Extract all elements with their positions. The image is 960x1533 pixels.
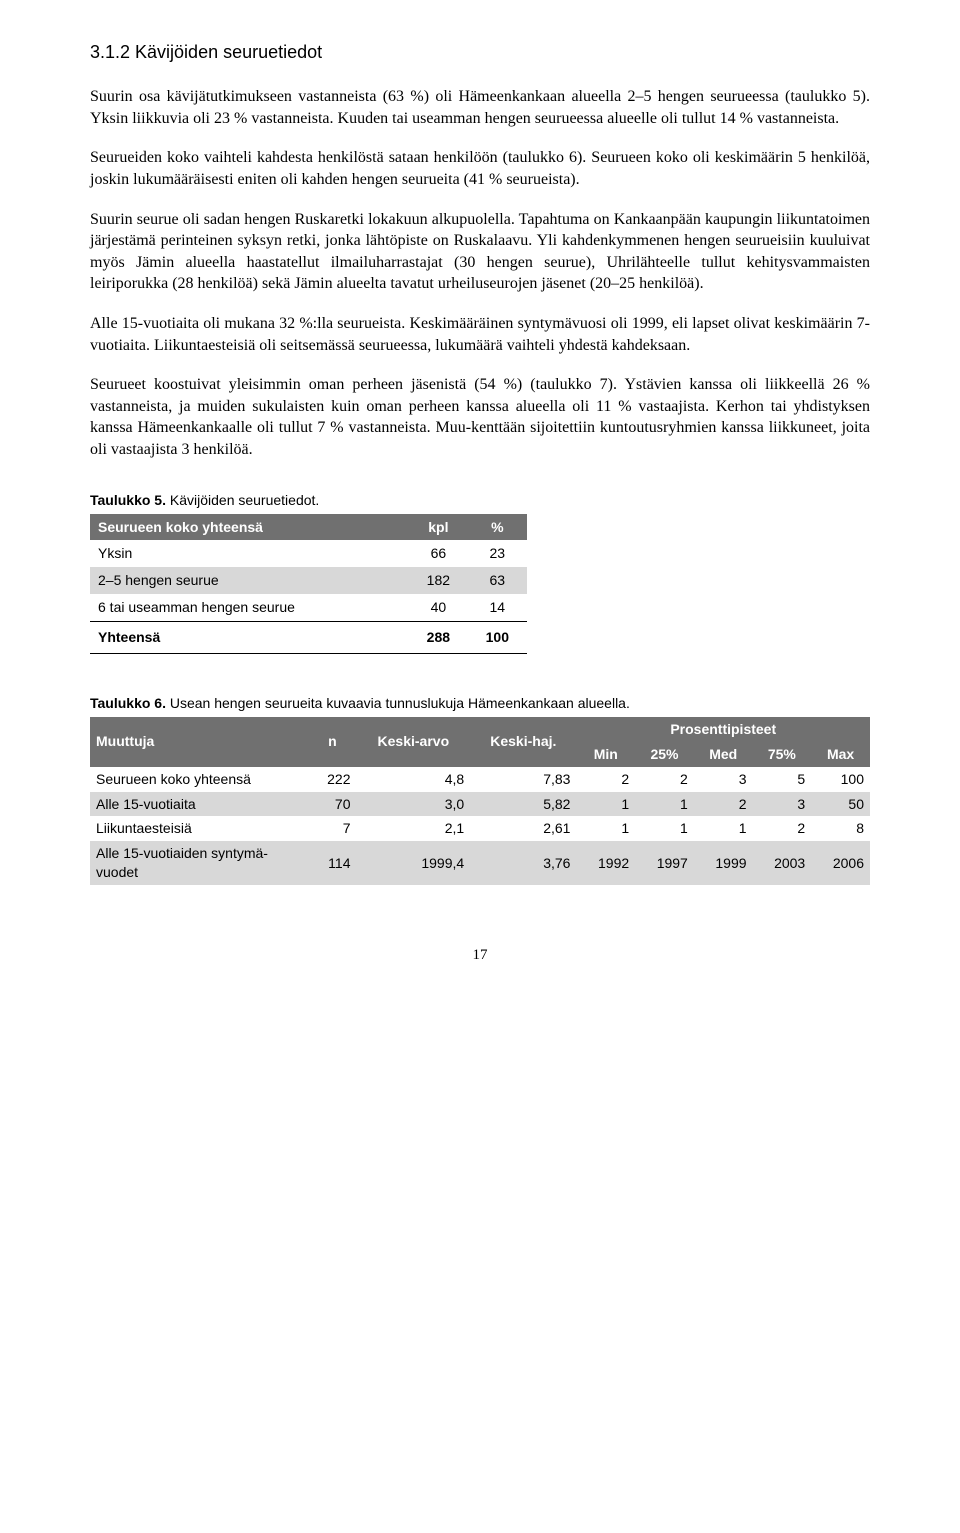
table-row: 2–5 hengen seurue 182 63: [90, 567, 527, 594]
th-75: 75%: [753, 742, 812, 767]
table-row: Seurueen koko yhteensä 222 4,8 7,83 2 2 …: [90, 767, 870, 792]
th-label: Seurueen koko yhteensä: [90, 514, 409, 541]
cell: 1: [694, 816, 753, 841]
body-paragraph: Alle 15-vuotiaita oli mukana 32 %:lla se…: [90, 313, 870, 356]
th-n: n: [308, 717, 356, 767]
cell: Alle 15-vuotiaita: [90, 792, 308, 817]
th-keskihaj: Keski-haj.: [470, 717, 576, 767]
cell: 5,82: [470, 792, 576, 817]
cell: 3,0: [356, 792, 470, 817]
table6-caption: Taulukko 6. Usean hengen seurueita kuvaa…: [90, 694, 870, 713]
cell: 66: [409, 540, 468, 567]
cell: 1: [635, 816, 694, 841]
cell: 288: [409, 622, 468, 654]
table-row: Alle 15-vuotiaita 70 3,0 5,82 1 1 2 3 50: [90, 792, 870, 817]
body-paragraph: Seurueet koostuivat yleisimmin oman perh…: [90, 374, 870, 460]
th-kpl: kpl: [409, 514, 468, 541]
cell: 100: [811, 767, 870, 792]
table-row: Yksin 66 23: [90, 540, 527, 567]
cell: 1997: [635, 841, 694, 885]
cell: 1999,4: [356, 841, 470, 885]
cell: 70: [308, 792, 356, 817]
cell: 63: [468, 567, 527, 594]
th-min: Min: [576, 742, 635, 767]
cell: 7: [308, 816, 356, 841]
table6-caption-rest: Usean hengen seurueita kuvaavia tunnuslu…: [166, 695, 630, 711]
cell: 2: [635, 767, 694, 792]
th-pct: %: [468, 514, 527, 541]
cell: 23: [468, 540, 527, 567]
th-keskiarvo: Keski-arvo: [356, 717, 470, 767]
table6-caption-bold: Taulukko 6.: [90, 695, 166, 711]
table-row: Liikuntaesteisiä 7 2,1 2,61 1 1 1 2 8: [90, 816, 870, 841]
th-med: Med: [694, 742, 753, 767]
cell: 3: [753, 792, 812, 817]
cell: 4,8: [356, 767, 470, 792]
th-prosenttipisteet: Prosenttipisteet: [576, 717, 870, 742]
cell: 40: [409, 594, 468, 621]
cell: 114: [308, 841, 356, 885]
cell: 2,1: [356, 816, 470, 841]
cell: 3: [694, 767, 753, 792]
cell: 1992: [576, 841, 635, 885]
cell: 50: [811, 792, 870, 817]
cell: 5: [753, 767, 812, 792]
cell: 14: [468, 594, 527, 621]
cell: 8: [811, 816, 870, 841]
cell: Yhteensä: [90, 622, 409, 654]
cell: 2: [576, 767, 635, 792]
table5-caption-bold: Taulukko 5.: [90, 492, 166, 508]
body-paragraph: Seurueiden koko vaihteli kahdesta henkil…: [90, 147, 870, 190]
cell: 1: [576, 792, 635, 817]
cell: 2006: [811, 841, 870, 885]
th-25: 25%: [635, 742, 694, 767]
cell: 6 tai useamman hengen seurue: [90, 594, 409, 621]
cell: 2003: [753, 841, 812, 885]
cell: Alle 15-vuotiaiden syntymä-vuodet: [90, 841, 308, 885]
table5-caption: Taulukko 5. Kävijöiden seuruetiedot.: [90, 491, 870, 510]
cell: Seurueen koko yhteensä: [90, 767, 308, 792]
cell: 100: [468, 622, 527, 654]
cell: Liikuntaesteisiä: [90, 816, 308, 841]
cell: 1: [576, 816, 635, 841]
page-number: 17: [90, 945, 870, 965]
body-paragraph: Suurin seurue oli sadan hengen Ruskaretk…: [90, 209, 870, 295]
table6: Muuttuja n Keski-arvo Keski-haj. Prosent…: [90, 717, 870, 885]
cell: 1999: [694, 841, 753, 885]
cell: 2: [694, 792, 753, 817]
cell: 7,83: [470, 767, 576, 792]
th-max: Max: [811, 742, 870, 767]
section-heading: 3.1.2 Kävijöiden seuruetiedot: [90, 40, 870, 64]
cell: 2,61: [470, 816, 576, 841]
body-paragraph: Suurin osa kävijätutkimukseen vastanneis…: [90, 86, 870, 129]
cell: 2: [753, 816, 812, 841]
cell: 222: [308, 767, 356, 792]
cell: 182: [409, 567, 468, 594]
cell: 2–5 hengen seurue: [90, 567, 409, 594]
table-row: Alle 15-vuotiaiden syntymä-vuodet 114 19…: [90, 841, 870, 885]
table5-caption-rest: Kävijöiden seuruetiedot.: [166, 492, 319, 508]
cell: Yksin: [90, 540, 409, 567]
th-muuttuja: Muuttuja: [90, 717, 308, 767]
table5: Seurueen koko yhteensä kpl % Yksin 66 23…: [90, 514, 527, 654]
table-row-total: Yhteensä 288 100: [90, 622, 527, 654]
cell: 3,76: [470, 841, 576, 885]
table-row: 6 tai useamman hengen seurue 40 14: [90, 594, 527, 621]
cell: 1: [635, 792, 694, 817]
